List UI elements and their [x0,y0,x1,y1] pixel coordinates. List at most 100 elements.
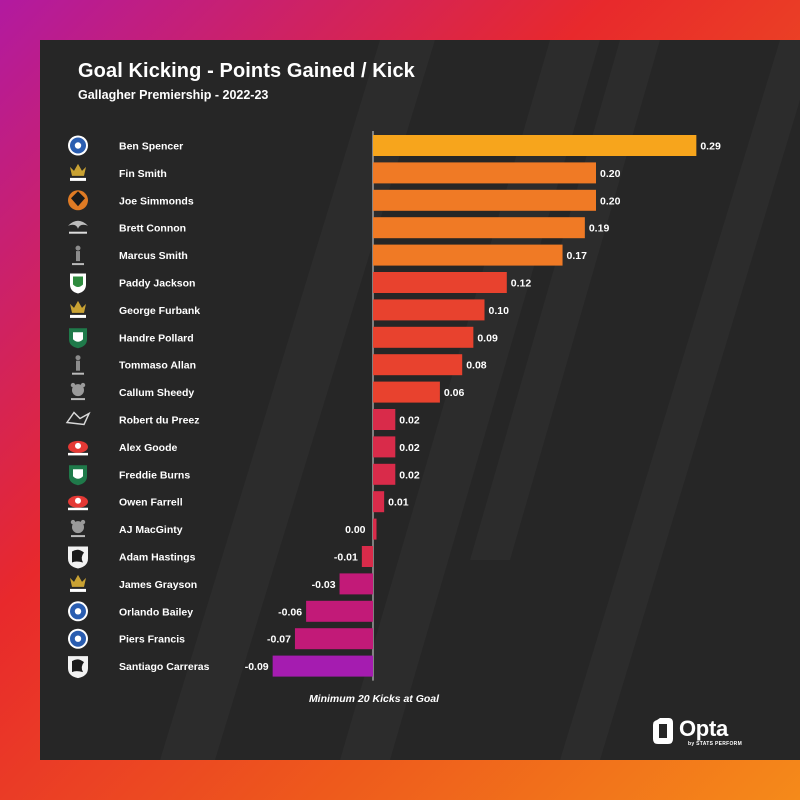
chart-row: Freddie Burns 0.02 [69,463,420,486]
leicester-tigers-crest-icon [69,328,87,349]
bar [373,272,507,293]
bristol-bears-crest-icon [70,382,86,401]
bar [373,354,463,376]
chart-row: James Grayson -0.03 [70,573,373,595]
gloucester-rugby-crest-icon [68,656,88,679]
bar [373,244,563,266]
chart-row: Santiago Carreras -0.09 [68,655,373,679]
chart-row: Fin Smith 0.20 [70,162,621,184]
bar [306,600,373,622]
chart-subtitle: Gallagher Premiership - 2022-23 [78,88,269,102]
chart-row: Tommaso Allan 0.08 [72,354,487,376]
player-name: Joe Simmonds [119,195,194,207]
chart-row: Handre Pollard 0.09 [69,326,498,349]
player-name: George Furbank [119,305,200,317]
player-name: Piers Francis [119,634,185,646]
harlequins-crest-icon [72,355,84,375]
chart-row: AJ MacGinty 0.00 [70,518,377,540]
chart-title: Goal Kicking - Points Gained / Kick [78,60,415,82]
bar-value-label: 0.02 [399,415,420,427]
chart-row: Orlando Bailey -0.06 [68,600,373,622]
player-name: Alex Goode [119,442,178,454]
bar-value-label: 0.12 [511,278,532,290]
bar [373,409,396,430]
background-stripes [160,40,800,760]
bar-value-label: 0.01 [388,497,409,509]
bar-value-label: 0.10 [489,305,510,317]
northampton-saints-crest-icon [70,574,86,592]
opta-logo-icon [653,718,673,744]
bar-value-label: 0.17 [567,250,588,262]
bar [373,491,385,513]
bar-value-label: 0.02 [399,469,420,481]
chart-row: Ben Spencer 0.29 [68,135,721,156]
leicester-tigers-crest-icon [69,465,87,486]
bar [272,655,373,677]
bar [373,189,596,211]
chart-row: Callum Sheedy 0.06 [70,381,465,403]
player-name: Adam Hastings [119,552,196,564]
bar [373,217,585,239]
bar [373,162,596,184]
chart-row: Paddy Jackson 0.12 [70,272,531,294]
northampton-saints-crest-icon [70,163,86,181]
bristol-bears-crest-icon [70,519,86,538]
chart-row: Piers Francis -0.07 [68,628,373,650]
bar-value-label: 0.08 [466,360,487,372]
opta-tagline: by STATS PERFORM [688,741,743,747]
chart-row: Robert du Preez 0.02 [65,409,420,430]
player-name: Owen Farrell [119,497,183,509]
bar [373,299,485,321]
bar-value-label: -0.03 [312,579,336,591]
bath-rugby-crest-icon [68,601,88,622]
saracens-crest-icon [68,495,88,511]
chart-row: George Furbank 0.10 [70,299,510,321]
bar-value-label: -0.06 [278,606,302,618]
bar-value-label: 0.19 [589,223,610,235]
chart-card: Goal Kicking - Points Gained / Kick Gall… [40,40,800,760]
player-name: Freddie Burns [119,469,190,481]
chart-row: Alex Goode 0.02 [68,436,420,458]
bar-value-label: 0.06 [444,387,465,399]
sale-sharks-crest-icon [65,411,91,426]
bar-value-label: 0.02 [399,442,420,454]
bar [373,135,697,156]
exeter-chiefs-crest-icon [68,190,88,211]
bar-value-label: -0.09 [245,661,269,673]
bar [373,326,474,348]
player-name: AJ MacGinty [119,524,183,536]
bath-rugby-crest-icon [68,135,88,156]
player-name: Robert du Preez [119,415,200,427]
player-name: Callum Sheedy [119,387,194,399]
chart-row: Marcus Smith 0.17 [72,244,588,266]
player-name: Ben Spencer [119,141,183,153]
bar [294,628,373,650]
player-name: Orlando Bailey [119,606,193,618]
bar-value-label: 0.00 [345,524,366,536]
player-name: Brett Connon [119,223,186,235]
harlequins-crest-icon [72,245,84,266]
bar [373,518,377,540]
bar [373,381,440,403]
bar-value-label: 0.09 [477,332,498,344]
bar-value-label: -0.01 [334,552,358,564]
bar-value-label: 0.20 [600,168,621,180]
bar [339,573,373,595]
player-name: Handre Pollard [119,332,194,344]
northampton-saints-crest-icon [70,300,86,318]
player-name: Santiago Carreras [119,661,210,673]
player-name: James Grayson [119,579,197,591]
chart-row: Joe Simmonds 0.20 [68,189,621,211]
opta-logo: Opta by STATS PERFORM [651,712,771,752]
opta-wordmark: Opta [679,716,728,741]
player-name: Tommaso Allan [119,360,196,372]
player-name: Paddy Jackson [119,278,195,290]
chart-row: Owen Farrell 0.01 [68,491,409,513]
london-irish-crest-icon [70,273,86,294]
chart-footnote: Minimum 20 Kicks at Goal [308,693,440,705]
chart-row: Adam Hastings -0.01 [68,546,373,569]
player-name: Fin Smith [119,168,167,180]
bar [361,546,373,567]
gloucester-rugby-crest-icon [68,546,88,569]
bar-chart: Ben Spencer 0.29 Fin Smith 0.20 Joe Simmonds… [65,131,721,681]
